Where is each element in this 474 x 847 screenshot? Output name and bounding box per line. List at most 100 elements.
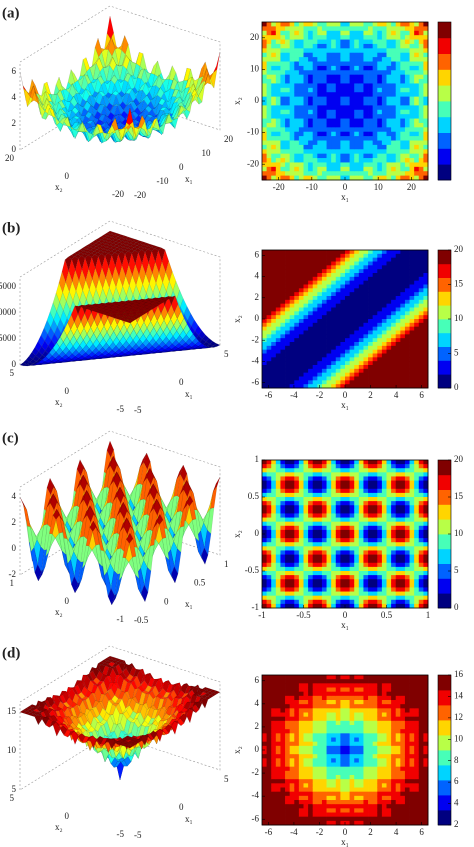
contour-cell <box>395 65 401 71</box>
contour-cell <box>312 30 318 36</box>
contour-cell <box>414 70 420 76</box>
contour-cell <box>345 175 351 181</box>
contour-cell <box>294 326 300 331</box>
contour-cell <box>289 276 295 282</box>
contour-cell <box>400 292 406 297</box>
contour-cell <box>326 35 332 40</box>
contour-cell <box>312 162 318 168</box>
contour-cell <box>414 342 420 347</box>
contour-cell <box>298 303 304 308</box>
contour-cell <box>331 284 337 289</box>
contour-cell <box>271 65 277 71</box>
contour-cell <box>372 376 378 381</box>
contour-cell <box>331 357 337 362</box>
contour-cell <box>335 109 341 115</box>
contour-cell <box>326 257 332 262</box>
contour-cell <box>363 131 369 137</box>
contour-cell <box>294 357 300 362</box>
contour-cell <box>298 48 304 54</box>
contour-cell <box>418 257 424 262</box>
contour-cell <box>404 307 410 312</box>
contour-cell <box>285 280 291 285</box>
contour-cell <box>391 79 397 84</box>
contour-cell <box>409 144 415 150</box>
contour-cell <box>381 92 387 98</box>
contour-cell <box>326 158 332 163</box>
contour-cell <box>331 79 337 84</box>
contour-cell <box>368 105 374 111</box>
contour-cell <box>340 30 346 36</box>
contour-cell <box>400 136 406 141</box>
contour-cell <box>349 127 355 133</box>
contour-cell <box>335 250 341 255</box>
contour-cell <box>317 158 323 163</box>
contour-cell <box>298 131 304 137</box>
contour-cell <box>321 74 327 80</box>
contour-cell <box>358 109 364 115</box>
contour-cell <box>423 158 429 163</box>
contour-cell <box>321 257 327 262</box>
contour-cell <box>418 149 424 155</box>
contour-cell <box>345 265 351 270</box>
contour-cell <box>349 43 355 49</box>
contour-cell <box>335 105 341 111</box>
contour-cell <box>326 22 332 27</box>
contour-cell <box>377 131 383 137</box>
contour-cell <box>368 144 374 150</box>
contour-cell <box>321 276 327 282</box>
contour-cell <box>354 292 360 297</box>
contour-cell <box>368 136 374 141</box>
contour-cell <box>275 280 281 285</box>
contour-cell <box>345 276 351 282</box>
contour-cell <box>262 257 268 262</box>
contour-cell <box>298 349 304 354</box>
colorbar-tick-label: 5 <box>454 348 459 358</box>
contour-cell <box>358 122 364 128</box>
contour-cell <box>289 269 295 274</box>
contour-cell <box>400 250 406 255</box>
contour-cell <box>285 149 291 155</box>
contour-cell <box>312 65 318 71</box>
contour-cell <box>303 319 309 324</box>
colorbar-step <box>438 263 451 278</box>
contour-cell <box>321 30 327 36</box>
contour-cell <box>404 261 410 266</box>
contour-cell <box>395 96 401 102</box>
contour-cell <box>363 140 369 146</box>
contour-cell <box>317 265 323 270</box>
contour-cell <box>349 276 355 282</box>
contour-cell <box>345 105 351 111</box>
contour-cell <box>331 105 337 111</box>
contour-cell <box>345 284 351 289</box>
contour-cell <box>298 39 304 45</box>
contour-cell <box>414 122 420 128</box>
contour-cell <box>298 273 304 278</box>
contour-cell <box>335 153 341 159</box>
contour-cell <box>331 83 337 89</box>
contour-cell <box>345 253 351 259</box>
contour-cell <box>303 368 309 374</box>
contour-cell <box>298 276 304 282</box>
contour-cell <box>335 361 341 366</box>
contour-cell <box>271 61 277 67</box>
contour-cell <box>400 372 406 377</box>
contour-cell <box>312 171 318 177</box>
contour-cell <box>386 96 392 102</box>
contour-cell <box>331 39 337 45</box>
contour-cell <box>423 65 429 71</box>
contour-cell <box>321 330 327 335</box>
contour-cell <box>391 101 397 106</box>
y-tick-label: 2 <box>255 292 260 302</box>
contour-cell <box>354 92 360 98</box>
contour-cell <box>423 39 429 45</box>
contour-cell <box>266 158 272 163</box>
contour-cell <box>418 122 424 128</box>
contour-cell <box>285 48 291 54</box>
contour-cell <box>386 87 392 93</box>
contour-cell <box>363 144 369 150</box>
contour-cell <box>345 345 351 351</box>
contour-cell <box>391 114 397 119</box>
contour-cell <box>377 261 383 266</box>
contour-cell <box>372 162 378 168</box>
contour-cell <box>298 30 304 36</box>
